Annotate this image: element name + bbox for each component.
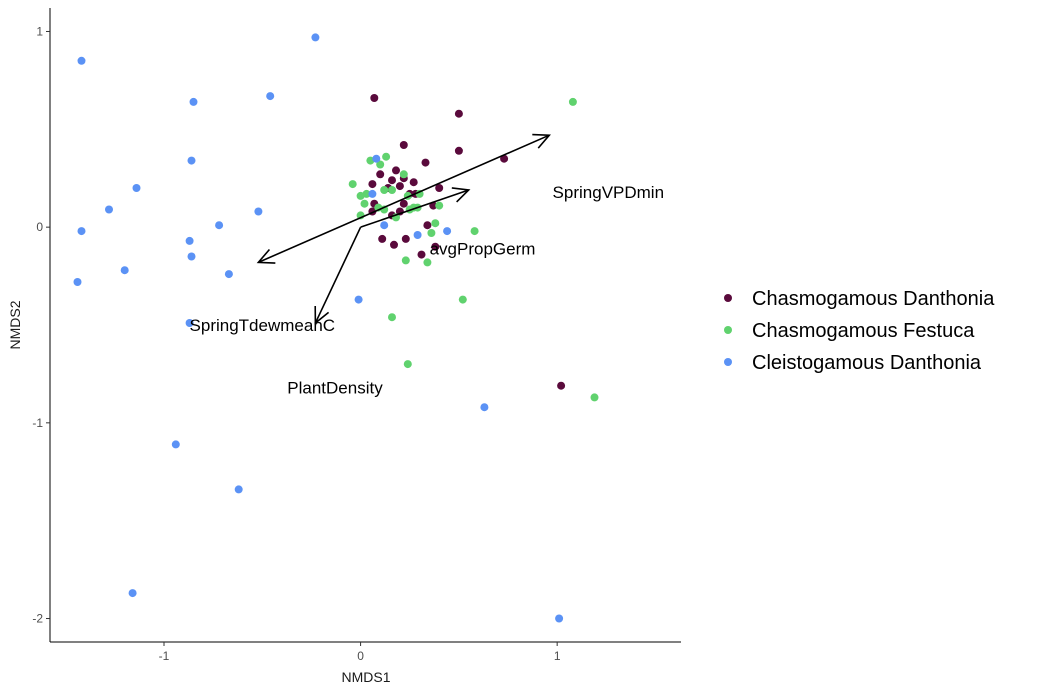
data-point [431,219,440,228]
legend-key [724,358,732,366]
vector-arrow [258,133,551,264]
data-point [354,295,363,304]
data-point [417,250,426,259]
data-point [77,56,86,65]
data-point [435,201,444,210]
data-point [311,33,320,42]
y-axis-title: NMDS2 [7,300,23,349]
data-point [443,227,452,236]
data-point [557,381,566,390]
data-point [77,227,86,236]
x-tick-label: 1 [554,649,561,663]
data-point [128,589,137,598]
data-point [132,184,141,192]
data-point [470,227,479,236]
data-point [185,319,194,327]
data-point [454,109,463,118]
data-point [590,393,599,402]
data-point [431,242,440,251]
legend-label: Chasmogamous Danthonia [752,288,995,310]
data-point [234,485,243,494]
data-point [555,614,564,623]
data-point [500,154,509,163]
data-point [401,234,410,243]
data-point [372,154,381,163]
data-point [568,97,577,106]
x-tick-label: -1 [159,649,170,663]
x-axis-ticks: -1 0 1 [159,642,561,663]
vector-label: SpringVPDmin [553,183,665,202]
data-point [435,184,444,192]
data-point [360,199,369,208]
data-point [382,152,391,161]
data-point [187,252,196,261]
data-point [388,176,396,185]
vectors-layer [256,133,551,325]
data-point [362,189,371,198]
legend-label: Cleistogamous Danthonia [752,352,982,374]
data-point [390,240,398,249]
data-point [189,97,198,106]
data-point [120,266,129,275]
x-tick-label: 0 [357,649,364,663]
data-point [399,199,408,208]
data-point [421,158,430,167]
x-axis-title: NMDS1 [341,669,390,685]
data-point [215,221,224,230]
data-point [458,295,467,304]
legend: Chasmogamous Danthonia Chasmogamous Festu… [724,288,995,374]
vector-label: avgPropGerm [430,240,536,259]
vector-label: SpringTdewmeanC [190,316,336,335]
y-tick-label: -2 [32,612,43,626]
y-tick-label: -1 [32,416,43,430]
data-point [409,178,418,187]
vector-label: PlantDensity [287,379,383,398]
data-point [266,92,275,101]
data-point [370,94,379,102]
data-point [399,141,408,149]
data-point [105,205,113,214]
data-point [368,180,377,189]
data-point [423,221,432,230]
vector-arrow [314,226,362,325]
data-point [380,186,389,194]
data-point [423,258,432,267]
data-point [224,270,233,279]
y-axis-ticks: 1 0 -1 -2 [32,24,50,626]
vector-labels-layer: SpringVPDmin avgPropGerm SpringTdewmeanC Pl… [190,183,665,398]
data-point [380,221,389,230]
vector-arrow [360,187,471,228]
data-point [73,278,82,286]
y-tick-label: 0 [36,220,43,234]
data-point [403,360,412,369]
data-point [392,166,400,175]
data-point [427,229,436,237]
data-point [378,234,387,243]
vector-arrowhead [256,248,276,264]
data-point [187,156,196,165]
legend-key [724,326,732,334]
data-point [399,170,408,179]
legend-key [724,294,732,302]
data-point [388,186,396,194]
data-point [413,231,422,239]
legend-label: Chasmogamous Festuca [752,320,975,342]
series-2 [73,33,564,623]
data-point [401,256,410,265]
data-point [368,189,377,198]
data-point [185,236,194,245]
data-point [376,160,385,169]
y-tick-label: 1 [36,24,43,38]
data-point [171,440,180,449]
data-point [480,403,489,412]
data-point [254,207,263,216]
data-point [376,170,385,179]
data-point [348,180,357,189]
data-point [454,146,463,155]
data-point [388,313,396,322]
points-layer [73,33,599,623]
data-point [395,182,404,191]
